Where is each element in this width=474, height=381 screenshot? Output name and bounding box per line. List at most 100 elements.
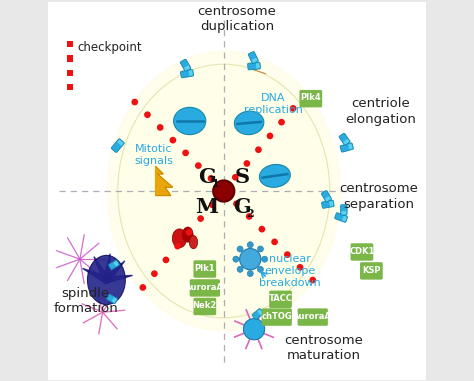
Circle shape bbox=[145, 112, 150, 117]
FancyBboxPatch shape bbox=[248, 51, 258, 64]
Ellipse shape bbox=[172, 229, 187, 248]
Circle shape bbox=[256, 147, 261, 152]
Circle shape bbox=[210, 202, 215, 207]
Text: G: G bbox=[198, 166, 216, 187]
FancyBboxPatch shape bbox=[269, 291, 292, 308]
Circle shape bbox=[196, 163, 201, 168]
FancyBboxPatch shape bbox=[114, 261, 118, 266]
FancyBboxPatch shape bbox=[193, 260, 216, 278]
FancyBboxPatch shape bbox=[252, 309, 264, 320]
Circle shape bbox=[247, 271, 253, 277]
Text: TACC: TACC bbox=[269, 294, 292, 303]
FancyBboxPatch shape bbox=[351, 243, 374, 261]
Circle shape bbox=[152, 271, 157, 276]
Circle shape bbox=[262, 256, 268, 262]
FancyBboxPatch shape bbox=[257, 309, 263, 315]
FancyBboxPatch shape bbox=[300, 90, 322, 107]
FancyBboxPatch shape bbox=[341, 211, 346, 215]
Polygon shape bbox=[155, 166, 173, 195]
Ellipse shape bbox=[234, 111, 264, 134]
FancyBboxPatch shape bbox=[325, 196, 331, 201]
Circle shape bbox=[302, 92, 307, 97]
FancyBboxPatch shape bbox=[329, 201, 333, 207]
FancyBboxPatch shape bbox=[189, 70, 193, 76]
Circle shape bbox=[209, 176, 214, 181]
Ellipse shape bbox=[88, 255, 125, 304]
FancyBboxPatch shape bbox=[109, 260, 119, 270]
FancyBboxPatch shape bbox=[343, 139, 349, 144]
Circle shape bbox=[237, 266, 243, 272]
Circle shape bbox=[244, 319, 264, 340]
FancyBboxPatch shape bbox=[181, 69, 193, 78]
FancyBboxPatch shape bbox=[360, 262, 383, 280]
Circle shape bbox=[297, 265, 303, 270]
Ellipse shape bbox=[107, 51, 340, 331]
Text: Plk4: Plk4 bbox=[301, 93, 321, 102]
Circle shape bbox=[237, 246, 243, 252]
Text: Nek2: Nek2 bbox=[193, 301, 217, 310]
FancyBboxPatch shape bbox=[339, 133, 350, 145]
Circle shape bbox=[267, 133, 273, 139]
Text: Mitotic
signals: Mitotic signals bbox=[134, 144, 173, 166]
Polygon shape bbox=[82, 268, 109, 284]
Circle shape bbox=[157, 125, 163, 130]
Circle shape bbox=[257, 246, 264, 252]
Text: spindle
formation: spindle formation bbox=[53, 287, 118, 315]
Text: DNA
replication: DNA replication bbox=[244, 93, 302, 115]
Circle shape bbox=[257, 266, 264, 272]
Bar bbox=[67, 56, 73, 62]
FancyBboxPatch shape bbox=[107, 294, 118, 304]
Circle shape bbox=[279, 120, 284, 125]
Text: centrosome
duplication: centrosome duplication bbox=[198, 5, 276, 33]
Circle shape bbox=[140, 285, 146, 290]
Text: Plk1: Plk1 bbox=[194, 264, 215, 273]
Circle shape bbox=[259, 227, 264, 232]
Bar bbox=[67, 70, 73, 76]
FancyBboxPatch shape bbox=[321, 190, 331, 202]
Circle shape bbox=[285, 252, 290, 257]
Circle shape bbox=[175, 243, 180, 249]
Circle shape bbox=[132, 99, 137, 105]
Circle shape bbox=[244, 161, 249, 166]
Circle shape bbox=[291, 106, 296, 111]
Ellipse shape bbox=[189, 235, 198, 249]
Text: AuroraA: AuroraA bbox=[185, 283, 224, 292]
FancyBboxPatch shape bbox=[111, 139, 124, 152]
FancyBboxPatch shape bbox=[298, 308, 328, 326]
Ellipse shape bbox=[182, 227, 193, 242]
FancyBboxPatch shape bbox=[256, 63, 260, 69]
FancyBboxPatch shape bbox=[335, 213, 347, 222]
Polygon shape bbox=[103, 261, 125, 283]
Text: checkpoint: checkpoint bbox=[77, 41, 142, 54]
Text: chTOG: chTOG bbox=[261, 312, 292, 321]
Text: KSP: KSP bbox=[362, 266, 381, 275]
Polygon shape bbox=[104, 275, 133, 283]
FancyBboxPatch shape bbox=[341, 205, 347, 215]
Circle shape bbox=[234, 201, 239, 207]
Text: AuroraA: AuroraA bbox=[293, 312, 332, 321]
Text: 1: 1 bbox=[211, 178, 219, 189]
Text: centrosome
maturation: centrosome maturation bbox=[284, 334, 364, 362]
Text: CDK1: CDK1 bbox=[349, 247, 374, 256]
Ellipse shape bbox=[259, 165, 290, 187]
Circle shape bbox=[186, 230, 191, 235]
Text: centrosome
separation: centrosome separation bbox=[339, 182, 419, 211]
FancyBboxPatch shape bbox=[117, 139, 123, 146]
FancyBboxPatch shape bbox=[342, 216, 347, 221]
Circle shape bbox=[183, 150, 188, 155]
Text: centriole
elongation: centriole elongation bbox=[346, 97, 416, 126]
Polygon shape bbox=[94, 256, 110, 283]
FancyBboxPatch shape bbox=[112, 298, 117, 303]
Circle shape bbox=[246, 214, 252, 219]
FancyBboxPatch shape bbox=[184, 65, 190, 70]
Circle shape bbox=[198, 216, 203, 221]
FancyBboxPatch shape bbox=[252, 58, 257, 63]
Circle shape bbox=[272, 239, 277, 245]
FancyBboxPatch shape bbox=[321, 200, 334, 208]
Text: S: S bbox=[234, 166, 249, 187]
Ellipse shape bbox=[173, 107, 206, 134]
Bar bbox=[67, 41, 73, 47]
Text: 2: 2 bbox=[246, 208, 254, 219]
FancyBboxPatch shape bbox=[43, 0, 431, 381]
FancyBboxPatch shape bbox=[340, 143, 354, 152]
